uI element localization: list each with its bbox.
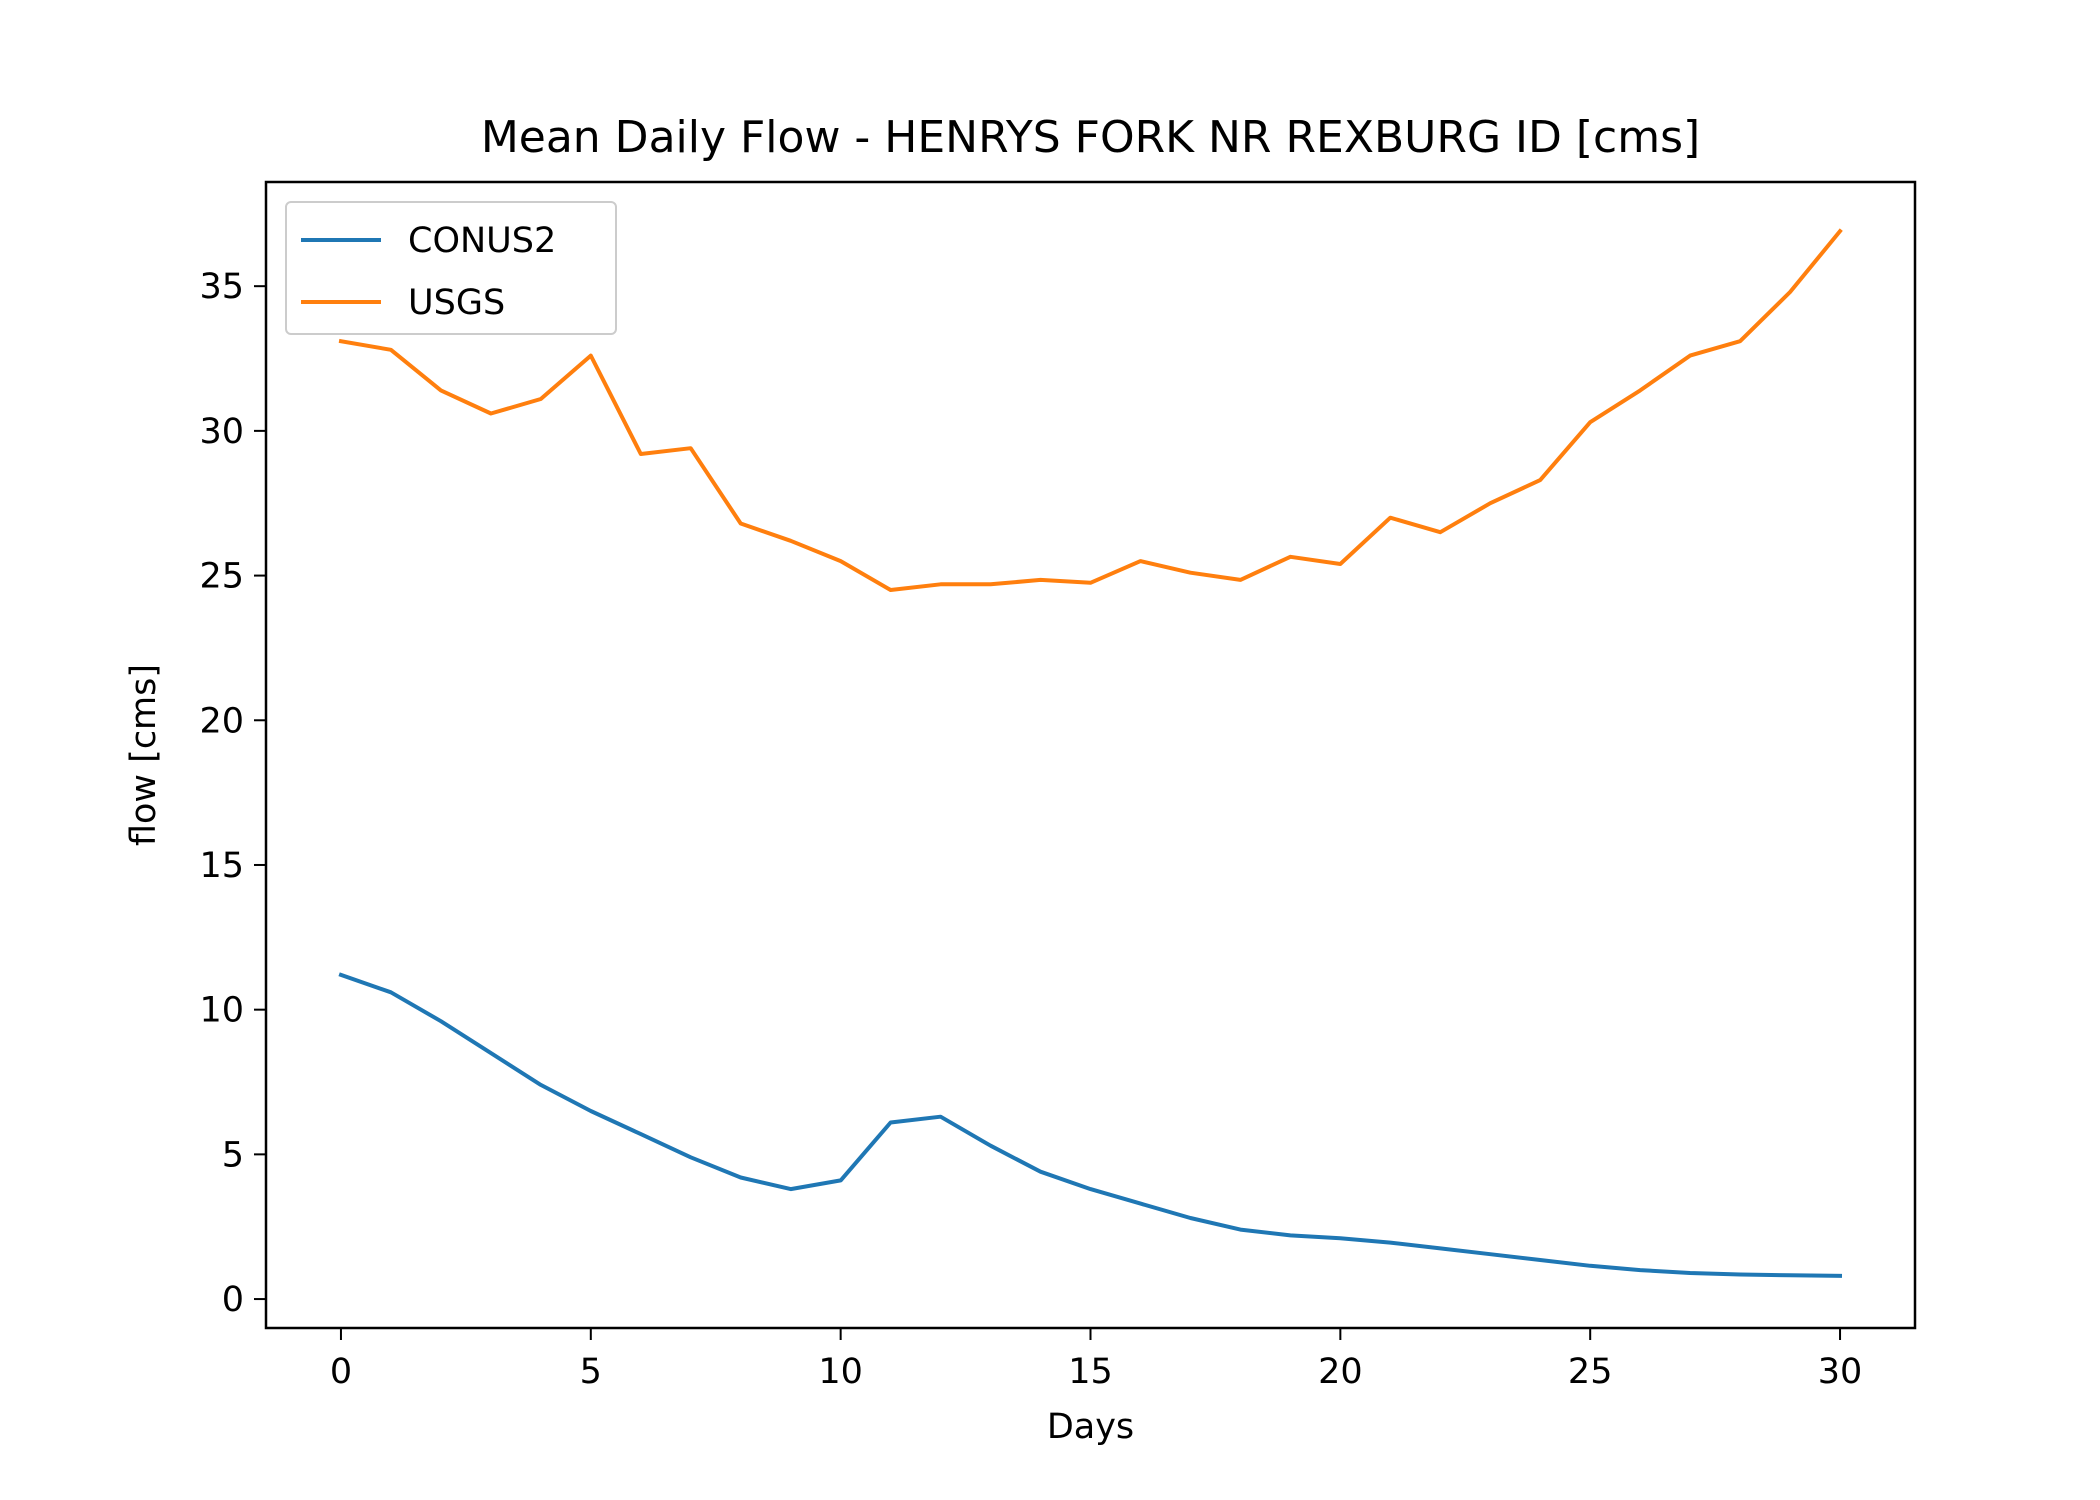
x-tick-label: 15 [1068, 1352, 1113, 1392]
legend: CONUS2 USGS [285, 201, 617, 335]
legend-label-conus2: CONUS2 [408, 221, 556, 261]
legend-label-usgs: USGS [408, 283, 505, 323]
y-tick-label: 20 [199, 701, 244, 741]
x-tick-label: 30 [1818, 1352, 1863, 1392]
x-axis-ticks: 0 5 10 15 20 25 30 [330, 1328, 1863, 1392]
y-tick-label: 0 [222, 1280, 244, 1320]
y-tick-label: 10 [199, 991, 244, 1031]
x-tick-label: 5 [580, 1352, 602, 1392]
series-line-usgs [338, 228, 1843, 592]
y-tick-label: 35 [199, 267, 244, 307]
y-axis-label: flow [cms] [124, 664, 164, 846]
x-tick-label: 20 [1318, 1352, 1363, 1392]
y-tick-label: 15 [199, 846, 244, 886]
y-axis-ticks: 0 5 10 15 20 25 30 35 [199, 267, 266, 1320]
x-tick-label: 0 [330, 1352, 352, 1392]
series-line-conus2 [338, 972, 1843, 1278]
y-tick-label: 5 [222, 1135, 244, 1175]
y-tick-label: 25 [199, 557, 244, 597]
x-tick-label: 25 [1568, 1352, 1613, 1392]
x-tick-label: 10 [818, 1352, 863, 1392]
y-tick-label: 30 [199, 412, 244, 452]
chart-title: Mean Daily Flow - HENRYS FORK NR REXBURG… [481, 112, 1700, 163]
x-axis-label: Days [1047, 1407, 1134, 1447]
